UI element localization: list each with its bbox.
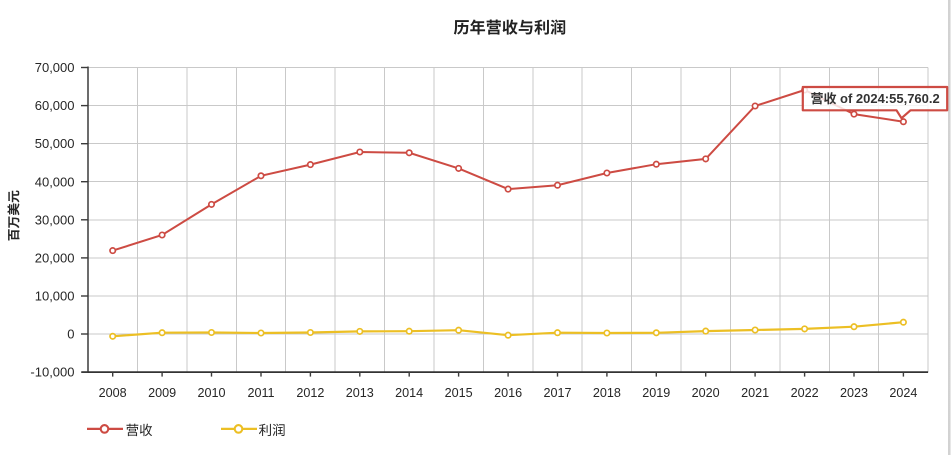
- svg-text:2013: 2013: [346, 386, 374, 400]
- svg-text:30,000: 30,000: [35, 212, 75, 227]
- svg-text:20,000: 20,000: [35, 251, 75, 266]
- svg-text:2023: 2023: [840, 386, 868, 400]
- svg-text:10,000: 10,000: [35, 289, 75, 304]
- svg-text:2011: 2011: [247, 386, 274, 400]
- svg-text:40,000: 40,000: [35, 174, 75, 189]
- svg-text:2014: 2014: [395, 386, 423, 400]
- svg-text:2012: 2012: [296, 386, 324, 400]
- svg-text:2015: 2015: [445, 386, 473, 400]
- svg-text:0: 0: [67, 327, 74, 342]
- svg-text:2016: 2016: [494, 386, 522, 400]
- svg-text:2008: 2008: [99, 386, 127, 400]
- svg-text:2010: 2010: [197, 386, 225, 400]
- svg-text:2019: 2019: [642, 386, 670, 400]
- svg-text:2021: 2021: [741, 386, 769, 400]
- svg-text:70,000: 70,000: [35, 60, 75, 75]
- svg-text:-10,000: -10,000: [30, 365, 74, 380]
- svg-text:2017: 2017: [543, 386, 571, 400]
- svg-text:2009: 2009: [148, 386, 176, 400]
- svg-text:2022: 2022: [791, 386, 819, 400]
- svg-text:2024: 2024: [889, 386, 917, 400]
- svg-text:60,000: 60,000: [35, 98, 75, 113]
- svg-text:2018: 2018: [593, 386, 621, 400]
- svg-text:50,000: 50,000: [35, 136, 75, 151]
- svg-text:of 2024:55,760.2: of 2024:55,760.2: [840, 91, 940, 106]
- svg-text:2020: 2020: [692, 386, 720, 400]
